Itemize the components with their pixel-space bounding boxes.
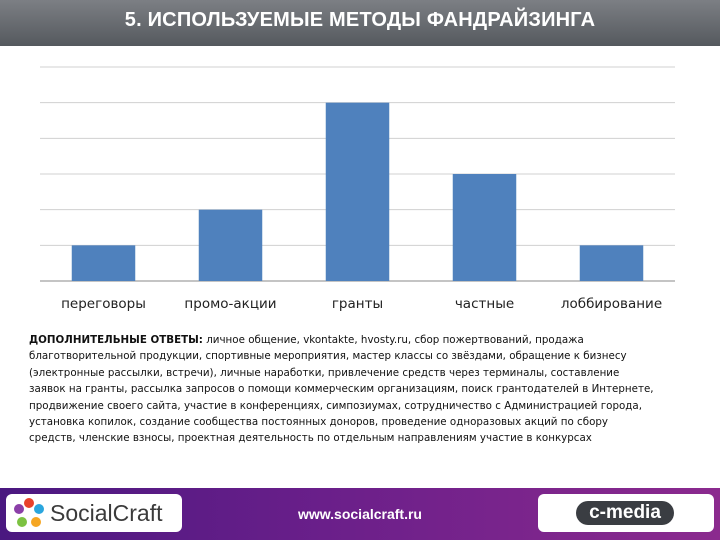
- site-url-link[interactable]: www.socialcraft.ru: [298, 506, 422, 522]
- category-label-0: переговоры: [61, 296, 146, 312]
- category-label-3: частные: [455, 296, 514, 312]
- bar-4: [579, 245, 644, 281]
- bar-2: [325, 102, 390, 281]
- bar-1: [198, 209, 263, 281]
- answers-line-1: личное общение, vkontakte, hvosty.ru, сб…: [206, 334, 584, 346]
- category-label-2: гранты: [332, 296, 383, 312]
- socialcraft-logo[interactable]: SocialCraft: [6, 494, 182, 532]
- cmedia-logo-text: c-media: [589, 502, 661, 523]
- additional-answers: ДОПОЛНИТЕЛЬНЫЕ ОТВЕТЫ: личное общение, v…: [29, 332, 709, 447]
- answers-line-6: установка копилок, создание сообщества п…: [29, 416, 608, 429]
- answers-line-4: заявок на гранты, рассылка запросов о по…: [29, 383, 654, 396]
- answers-line-5: продвижение своего сайта, участие в конф…: [29, 399, 642, 412]
- title-bar: 5. ИСПОЛЬЗУЕМЫЕ МЕТОДЫ ФАНДРАЙЗИНГА: [0, 0, 720, 46]
- category-label-1: промо-акции: [184, 296, 276, 312]
- footer: SocialCraft www.socialcraft.ru c-media: [0, 488, 720, 540]
- bar-0: [71, 245, 136, 281]
- socialcraft-logo-text: SocialCraft: [50, 500, 163, 526]
- slide-title: 5. ИСПОЛЬЗУЕМЫЕ МЕТОДЫ ФАНДРАЙЗИНГА: [124, 9, 596, 31]
- category-labels: переговоры промо-акции гранты частные лоббир…: [61, 296, 662, 312]
- cmedia-logo[interactable]: c-media: [538, 494, 714, 532]
- cmedia-logo-badge: c-media: [576, 501, 674, 525]
- answers-line-2: благотворительной продукции, спортивные …: [29, 350, 627, 363]
- answers-line-7: средств, членские взносы, проектная деят…: [29, 432, 592, 445]
- bar-chart: переговоры промо-акции гранты частные лоббир…: [40, 66, 675, 312]
- bar-3: [452, 174, 517, 281]
- bars: [71, 102, 644, 281]
- answers-label: ДОПОЛНИТЕЛЬНЫЕ ОТВЕТЫ:: [29, 334, 203, 346]
- socialcraft-mark-icon: [14, 498, 44, 527]
- answers-line-3: (электронные рассылки, встречи), личные …: [29, 366, 620, 379]
- category-label-4: лоббирование: [561, 296, 662, 312]
